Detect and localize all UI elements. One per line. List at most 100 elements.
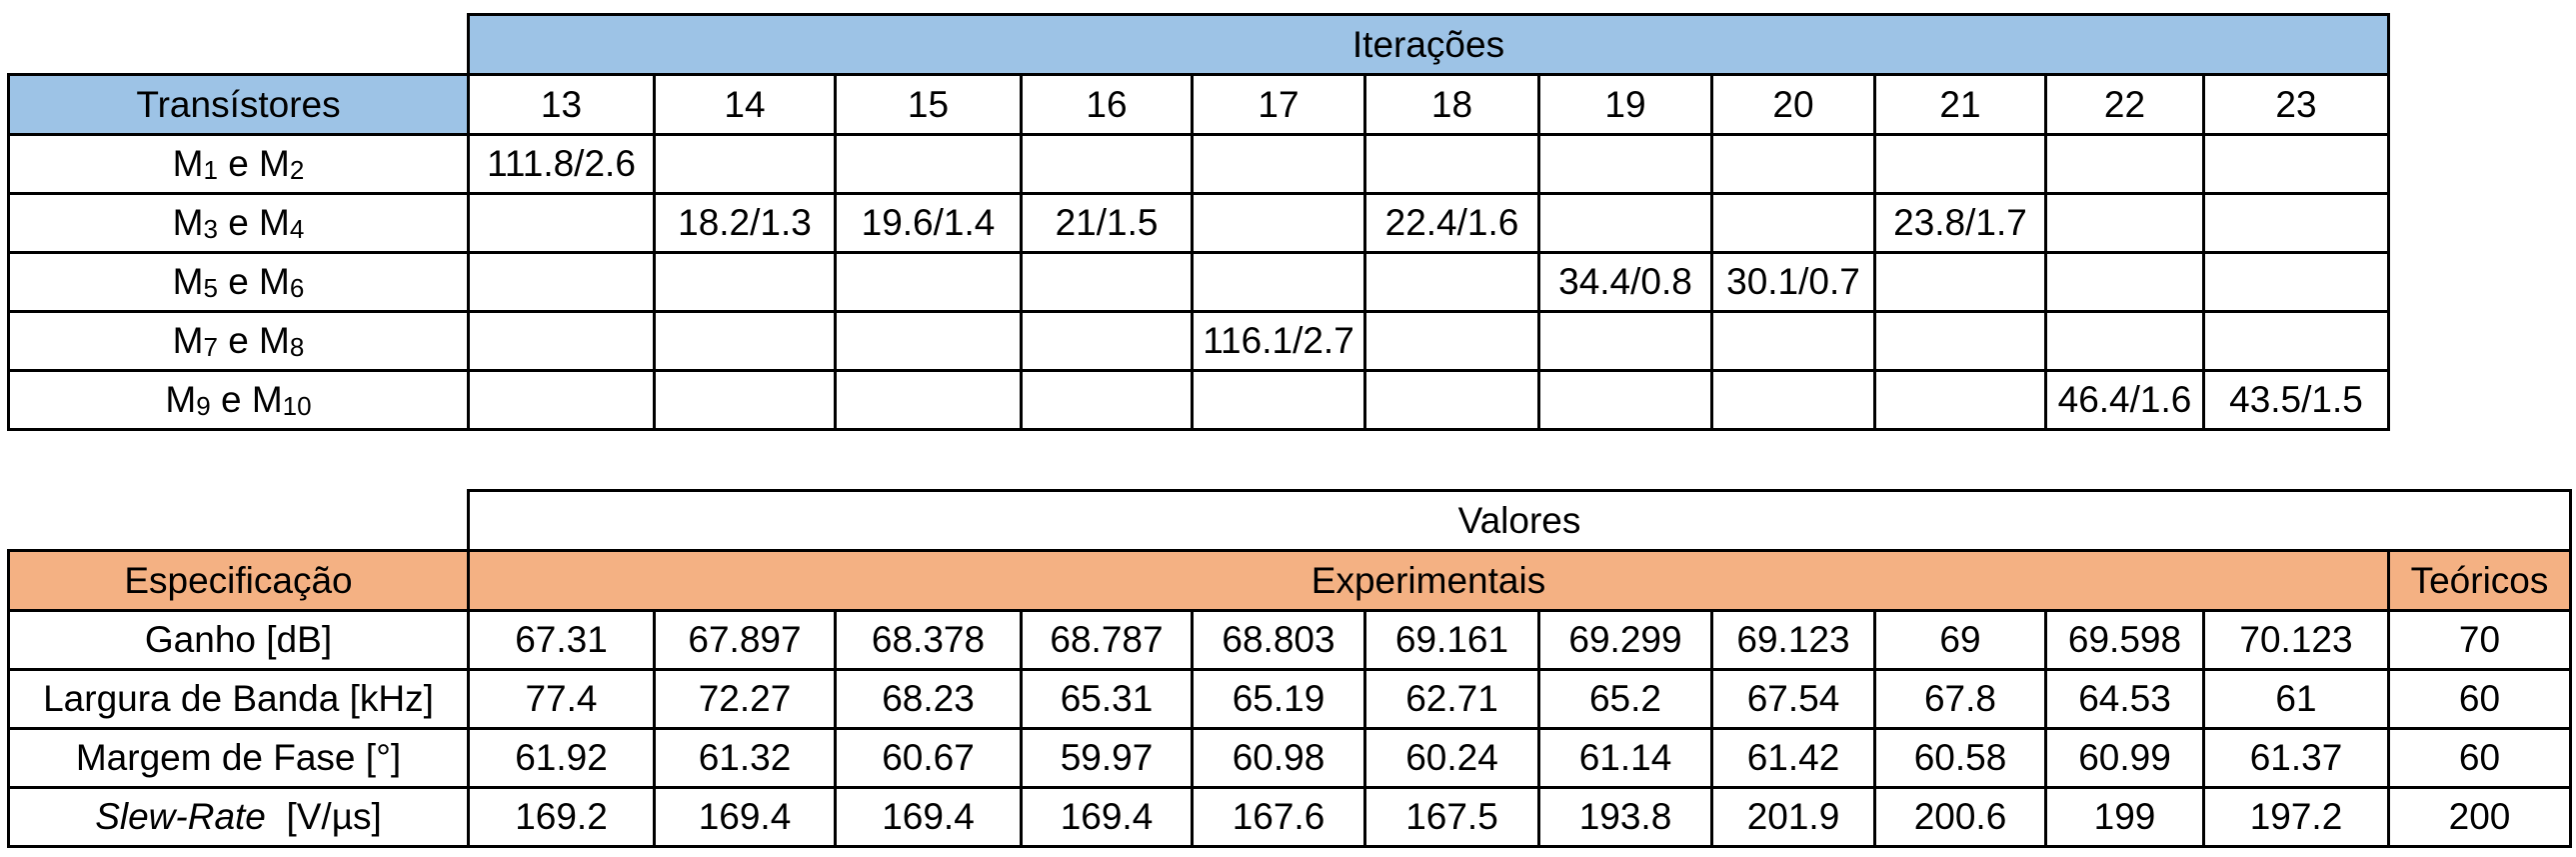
- table-cell: [1537, 192, 1713, 254]
- experimental-value: 67.897: [653, 609, 837, 671]
- experimental-value: 68.787: [1020, 609, 1194, 671]
- experimental-value: 59.97: [1020, 727, 1194, 789]
- table-row: Ganho [dB] 67.31 67.897 68.378 68.787 68.803 6…: [7, 609, 2572, 671]
- experimental-value: 67.31: [467, 609, 656, 671]
- table-row: Largura de Banda [kHz] 77.4 72.27 68.23 65.3…: [7, 668, 2572, 730]
- table-cell: [1710, 310, 1876, 372]
- values-group-row: Valores: [9, 489, 2572, 552]
- iterations-group-row: Iterações: [9, 13, 2390, 76]
- experimental-value: 60.58: [1873, 727, 2047, 789]
- experimental-value: 169.4: [1020, 786, 1194, 848]
- iteration-column-header: 17: [1191, 73, 1366, 136]
- table-cell: 111.8/2.6: [467, 133, 656, 195]
- iteration-column-header: 20: [1710, 73, 1876, 136]
- transistor-label-part: 1: [203, 154, 218, 185]
- transistor-label-part: 5: [203, 272, 218, 303]
- table-cell: [1363, 369, 1540, 431]
- theoretical-value: 200: [2387, 786, 2572, 848]
- table-cell: [1710, 369, 1876, 431]
- specification-label-text: Margem de Fase [°]: [75, 737, 402, 778]
- experimental-value: 61.32: [653, 727, 837, 789]
- table-row: M1 e M2 111.8/2.6: [7, 133, 2390, 195]
- transistor-label-part: 4: [289, 213, 305, 244]
- experimental-value: 68.23: [834, 668, 1023, 730]
- transistor-label-part: 10: [282, 390, 312, 421]
- table-cell: [653, 369, 837, 431]
- table-cell: [1191, 369, 1366, 431]
- values-header: Valores: [467, 489, 2572, 552]
- table-cell: [467, 310, 656, 372]
- table-cell: [2044, 251, 2205, 313]
- iterations-table: Iterações Transístores 13 14 15 16 17 18 19 20 2…: [7, 13, 2390, 431]
- transistor-label-part: 3: [203, 213, 218, 244]
- table-cell: [1020, 251, 1194, 313]
- table-cell: 23.8/1.7: [1873, 192, 2047, 254]
- experimental-value: 61.14: [1537, 727, 1713, 789]
- table-cell: [653, 310, 837, 372]
- experimental-value: 167.6: [1191, 786, 1366, 848]
- table-cell: 43.5/1.5: [2202, 369, 2390, 431]
- table-cell: [1873, 310, 2047, 372]
- table-cell: [1537, 369, 1713, 431]
- table-cell: 18.2/1.3: [653, 192, 837, 254]
- transistor-label-part: 7: [203, 331, 218, 362]
- experimental-value: 69.123: [1710, 609, 1876, 671]
- table-cell: 34.4/0.8: [1537, 251, 1713, 313]
- values-table: Valores Especificação Experimentais Teór…: [7, 489, 2572, 848]
- table-cell: [1873, 133, 2047, 195]
- table-cell: [834, 310, 1023, 372]
- table-cell: 22.4/1.6: [1363, 192, 1540, 254]
- table-row: M3 e M4 18.2/1.3 19.6/1.4 21/1.5 22.4/1.6 23.…: [7, 192, 2390, 254]
- table-cell: [653, 133, 837, 195]
- experimental-value: 68.378: [834, 609, 1023, 671]
- theoretical-header: Teóricos: [2387, 549, 2572, 612]
- transistor-pair-label: M7 e M8: [7, 310, 470, 372]
- transistor-label-part: e M: [217, 260, 290, 302]
- transistor-pair-label: M1 e M2: [7, 133, 470, 195]
- experimental-value: 200.6: [1873, 786, 2047, 848]
- transistor-label-part: 8: [289, 331, 305, 362]
- specification-header: Especificação: [7, 549, 470, 612]
- transistor-pair-label: M5 e M6: [7, 251, 470, 313]
- experimental-value: 67.54: [1710, 668, 1876, 730]
- transistor-label-part: M: [172, 142, 204, 184]
- experimental-value: 65.19: [1191, 668, 1366, 730]
- table-cell: [1020, 369, 1194, 431]
- table-cell: [2044, 133, 2205, 195]
- table-row: M9 e M10 46.4/1.6 43.5/1.5: [7, 369, 2390, 431]
- experimental-value: 69.161: [1363, 609, 1540, 671]
- table-row: Slew-Rate [V/µs] 169.2 169.4 169.4 169.4 167.…: [7, 786, 2572, 848]
- theoretical-value: 70: [2387, 609, 2572, 671]
- table-cell: [1537, 133, 1713, 195]
- experimental-value: 65.31: [1020, 668, 1194, 730]
- iterations-column-row: Transístores 13 14 15 16 17 18 19 20 21 22 23: [7, 73, 2390, 136]
- table-cell: [1191, 133, 1366, 195]
- experimental-value: 61.42: [1710, 727, 1876, 789]
- transistor-label-part: 6: [289, 272, 305, 303]
- iteration-column-header: 14: [653, 73, 837, 136]
- table-row: Margem de Fase [°] 61.92 61.32 60.67 59.97 60…: [7, 727, 2572, 789]
- transistor-label-part: M: [172, 201, 204, 243]
- table-cell: 30.1/0.7: [1710, 251, 1876, 313]
- experimental-value: 167.5: [1363, 786, 1540, 848]
- specification-label-italic: Slew-Rate: [95, 796, 266, 837]
- experimental-value: 67.8: [1873, 668, 2047, 730]
- iteration-column-header: 21: [1873, 73, 2047, 136]
- table-cell: [2044, 192, 2205, 254]
- spec-header-row: Especificação Experimentais Teóricos: [7, 549, 2572, 612]
- table-cell: [834, 251, 1023, 313]
- table-cell: [1873, 369, 2047, 431]
- table-cell: [2202, 192, 2390, 254]
- transistor-label-part: 2: [289, 154, 305, 185]
- table-cell: 21/1.5: [1020, 192, 1194, 254]
- experimental-value: 197.2: [2202, 786, 2390, 848]
- experimental-value: 169.4: [834, 786, 1023, 848]
- table-cell: [467, 192, 656, 254]
- experimental-header: Experimentais: [467, 549, 2390, 612]
- transistor-label-part: M: [172, 260, 204, 302]
- iterations-header: Iterações: [467, 13, 2390, 76]
- experimental-value: 72.27: [653, 668, 837, 730]
- table-cell: [1363, 310, 1540, 372]
- transistor-label-part: e M: [217, 142, 290, 184]
- table-cell: [467, 369, 656, 431]
